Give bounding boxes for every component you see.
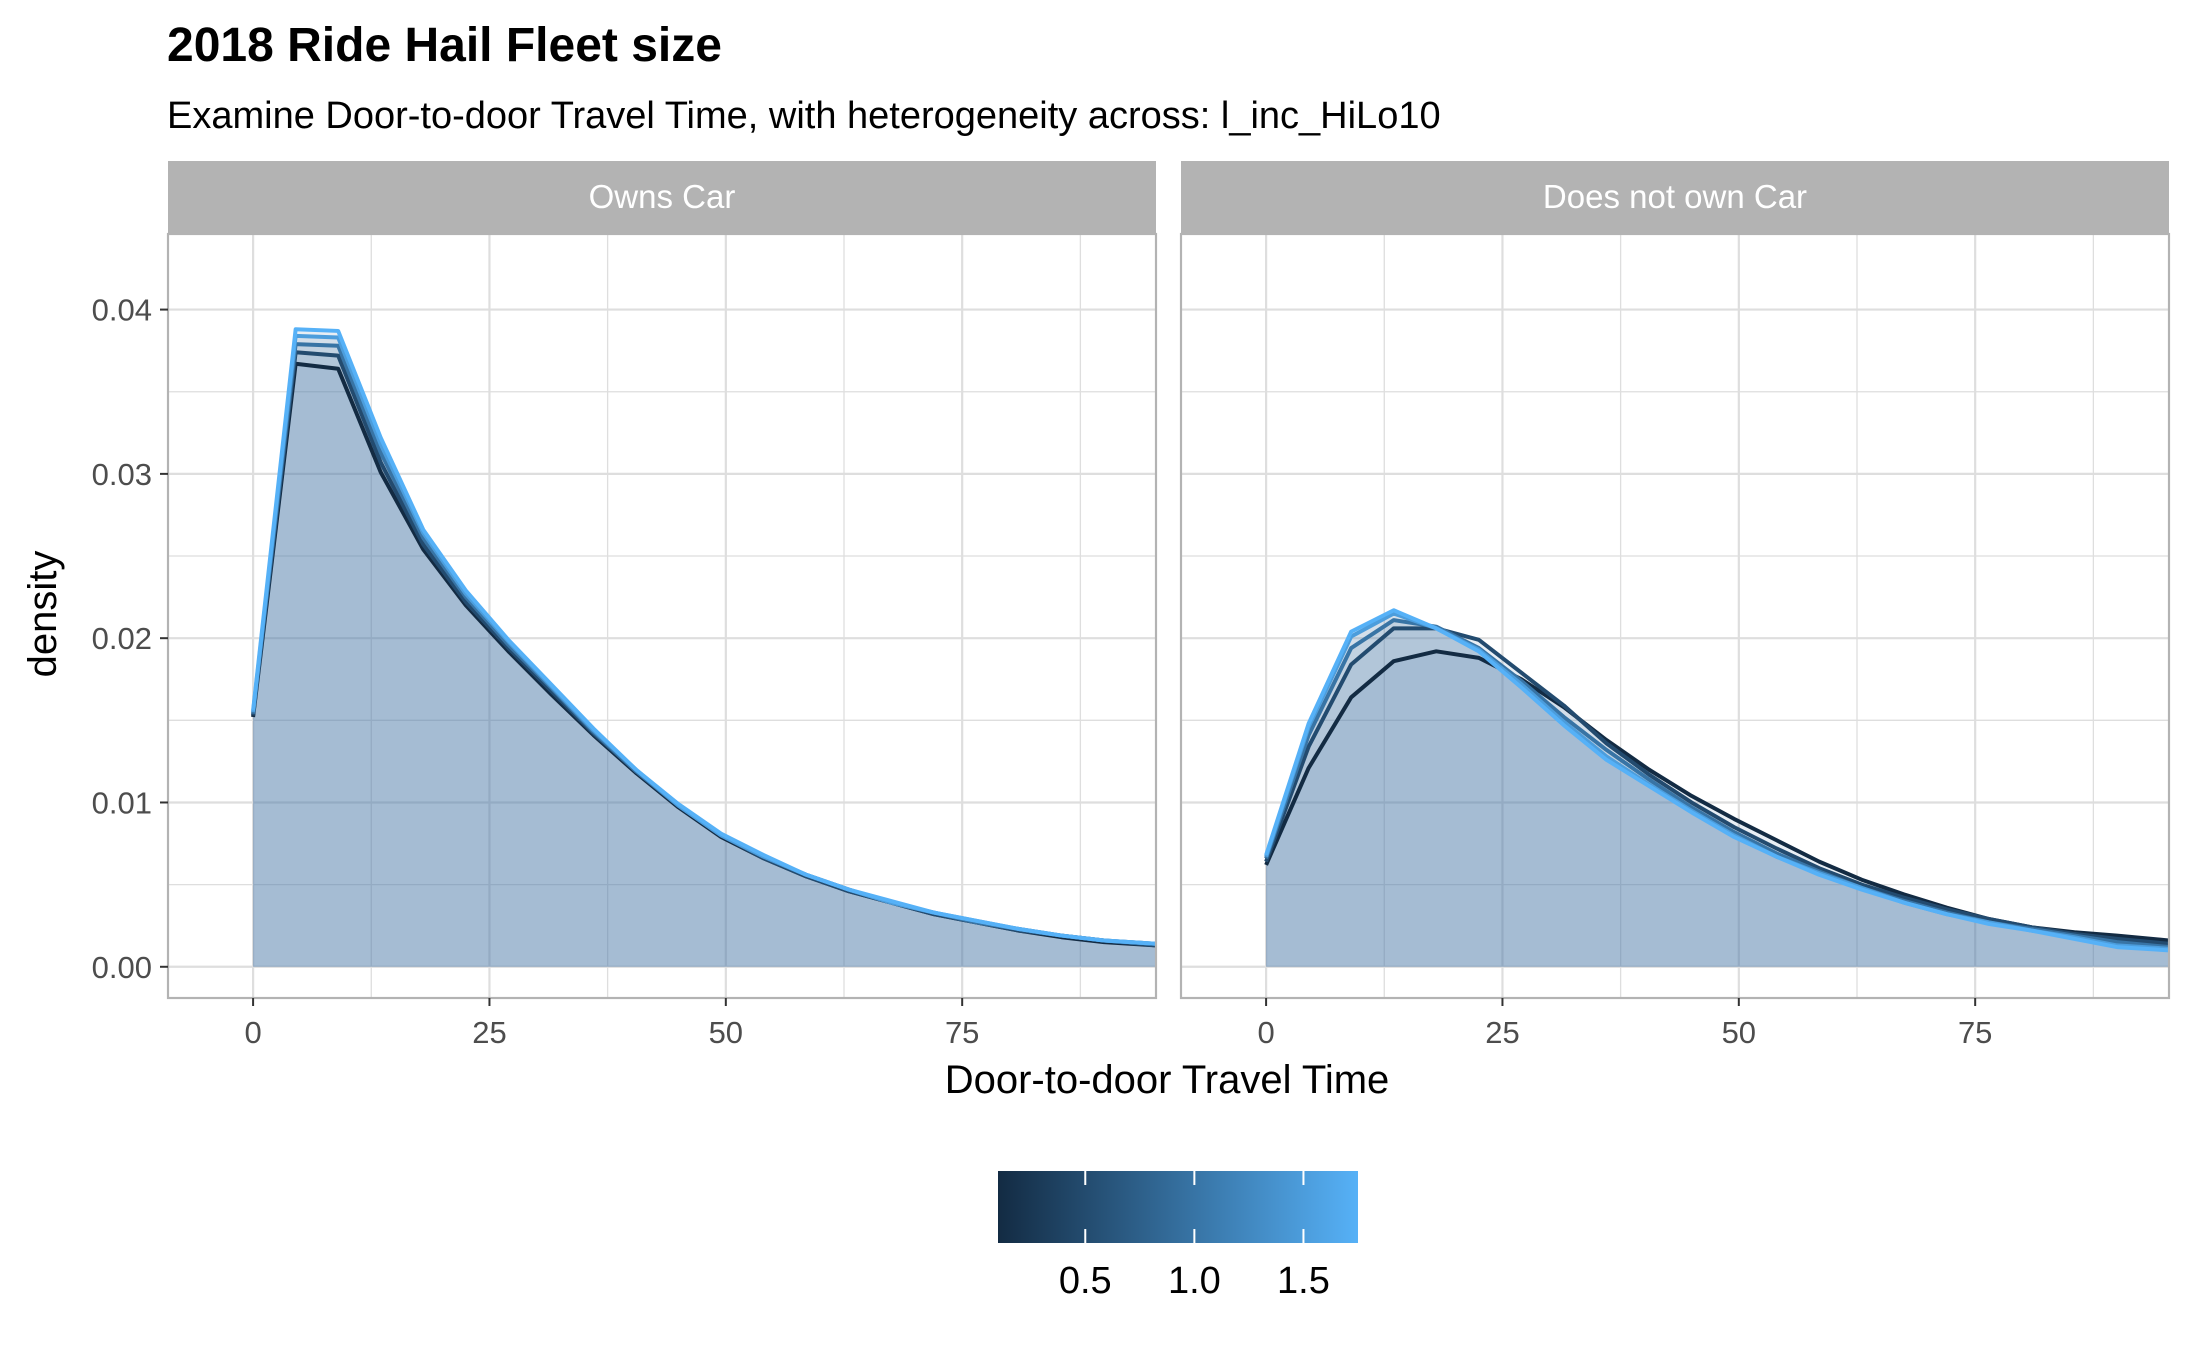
panel-border (166, 232, 1158, 1000)
y-tick-label: 0.01 (92, 785, 152, 820)
chart-subtitle: Examine Door-to-door Travel Time, with h… (167, 95, 1441, 137)
density-area (1266, 613, 2169, 967)
density-area (253, 335, 1156, 967)
x-tick-label: 0 (1257, 1015, 1274, 1050)
density-layers (1264, 608, 2169, 967)
x-axis-title: Door-to-door Travel Time (945, 1058, 1390, 1102)
y-tick-label: 0.00 (92, 950, 152, 985)
density-area (253, 344, 1156, 967)
x-tick-label: 50 (1722, 1015, 1756, 1050)
x-tick-label: 0 (244, 1015, 261, 1050)
density-area (253, 352, 1156, 967)
density-area (1266, 651, 2169, 967)
y-tick-label: 0.04 (92, 293, 152, 328)
x-tick-label: 75 (1958, 1015, 1992, 1050)
facet-strip (168, 161, 1156, 234)
density-line (1264, 626, 2169, 946)
colorbar-label: 0.5 (1059, 1260, 1112, 1302)
x-tick-label: 25 (1485, 1015, 1519, 1050)
facet-strip-label: Owns Car (589, 178, 736, 215)
colorbar-label: 1.5 (1277, 1260, 1330, 1302)
density-layers (251, 327, 1156, 967)
density-area (1266, 628, 2169, 967)
x-tick-label: 50 (709, 1015, 743, 1050)
density-line (1264, 608, 2169, 953)
facet-panels: Owns Car 0 25 50 75 0.00 0.01 0.02 0.03 0.04 Does … (92, 161, 2171, 1050)
panel-border (1179, 232, 2171, 1000)
color-legend: 0.5 1.0 1.5 (998, 1171, 1358, 1302)
y-tick-label: 0.02 (92, 621, 152, 656)
density-area (253, 329, 1156, 967)
colorbar-label: 1.0 (1168, 1260, 1221, 1302)
density-area (1266, 610, 2169, 967)
colorbar (998, 1171, 1358, 1243)
x-tick-label: 25 (472, 1015, 506, 1050)
facet-strip-label: Does not own Car (1543, 178, 1807, 215)
facet-panel: Does not own Car 0 25 50 75 (1179, 161, 2171, 1050)
y-tick-label: 0.03 (92, 457, 152, 492)
density-area (253, 363, 1156, 967)
density-area (1266, 620, 2169, 967)
facet-panel: Owns Car 0 25 50 75 0.00 0.01 0.02 0.03 0.04 (92, 161, 1158, 1050)
chart-title: 2018 Ride Hail Fleet size (167, 19, 722, 72)
density-line (251, 327, 1156, 946)
facet-strip (1181, 161, 2169, 234)
x-tick-label: 75 (945, 1015, 979, 1050)
y-axis-title: density (21, 551, 65, 678)
